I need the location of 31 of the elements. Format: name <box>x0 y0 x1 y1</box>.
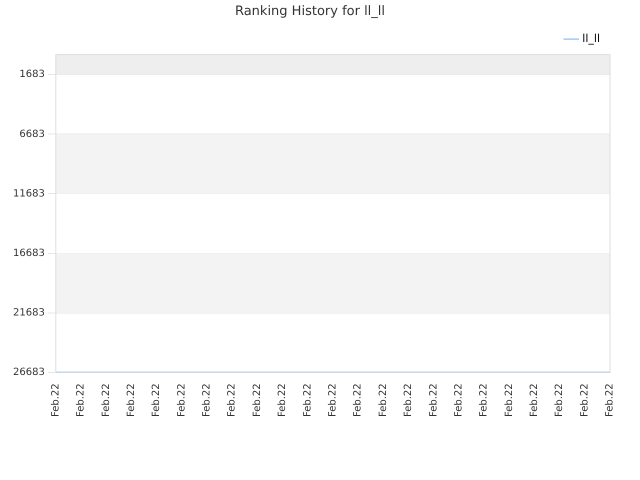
x-tick-label: Feb.22 <box>151 383 162 417</box>
y-tick-label: 1683 <box>19 69 45 80</box>
legend-label: ll_ll <box>582 32 600 45</box>
x-tick-label: Feb.22 <box>428 383 440 417</box>
x-tick-label: Feb.22 <box>226 383 238 417</box>
x-tick-label: Feb.22 <box>277 383 288 417</box>
x-tick-label: Feb.22 <box>504 383 515 417</box>
x-tick-label: Feb.22 <box>554 383 566 417</box>
x-tick-label: Feb.22 <box>302 383 314 417</box>
x-tick-label: Feb.22 <box>328 383 338 417</box>
x-tick-label: Feb.22 <box>478 383 490 417</box>
y-tick-label: 26683 <box>13 366 45 378</box>
x-tick-label: Feb.22 <box>202 383 213 417</box>
x-tick-label: Feb.22 <box>604 383 616 417</box>
x-tick-label: Feb.22 <box>176 383 188 417</box>
y-tick-label: 11683 <box>13 188 45 200</box>
x-tick-label: Feb.22 <box>403 383 414 417</box>
y-tick-label: 6683 <box>19 128 45 140</box>
x-tick-label: Feb.22 <box>453 383 464 417</box>
x-tick-label: Feb.22 <box>252 383 263 417</box>
x-tick-label: Feb.22 <box>352 383 364 417</box>
x-tick-label: Feb.22 <box>50 383 62 417</box>
y-tick-label: 16683 <box>13 248 45 259</box>
x-tick-label: Feb.22 <box>529 383 540 417</box>
x-tick-label: Feb.22 <box>76 383 87 417</box>
x-tick-label: Feb.22 <box>378 383 389 417</box>
chart-title: Ranking History for ll_ll <box>234 4 386 20</box>
x-tick-label: Feb.22 <box>126 383 137 417</box>
x-tick-label: Feb.22 <box>100 383 112 417</box>
x-tick-label: Feb.22 <box>579 383 590 417</box>
y-tick-label: 21683 <box>13 307 45 318</box>
